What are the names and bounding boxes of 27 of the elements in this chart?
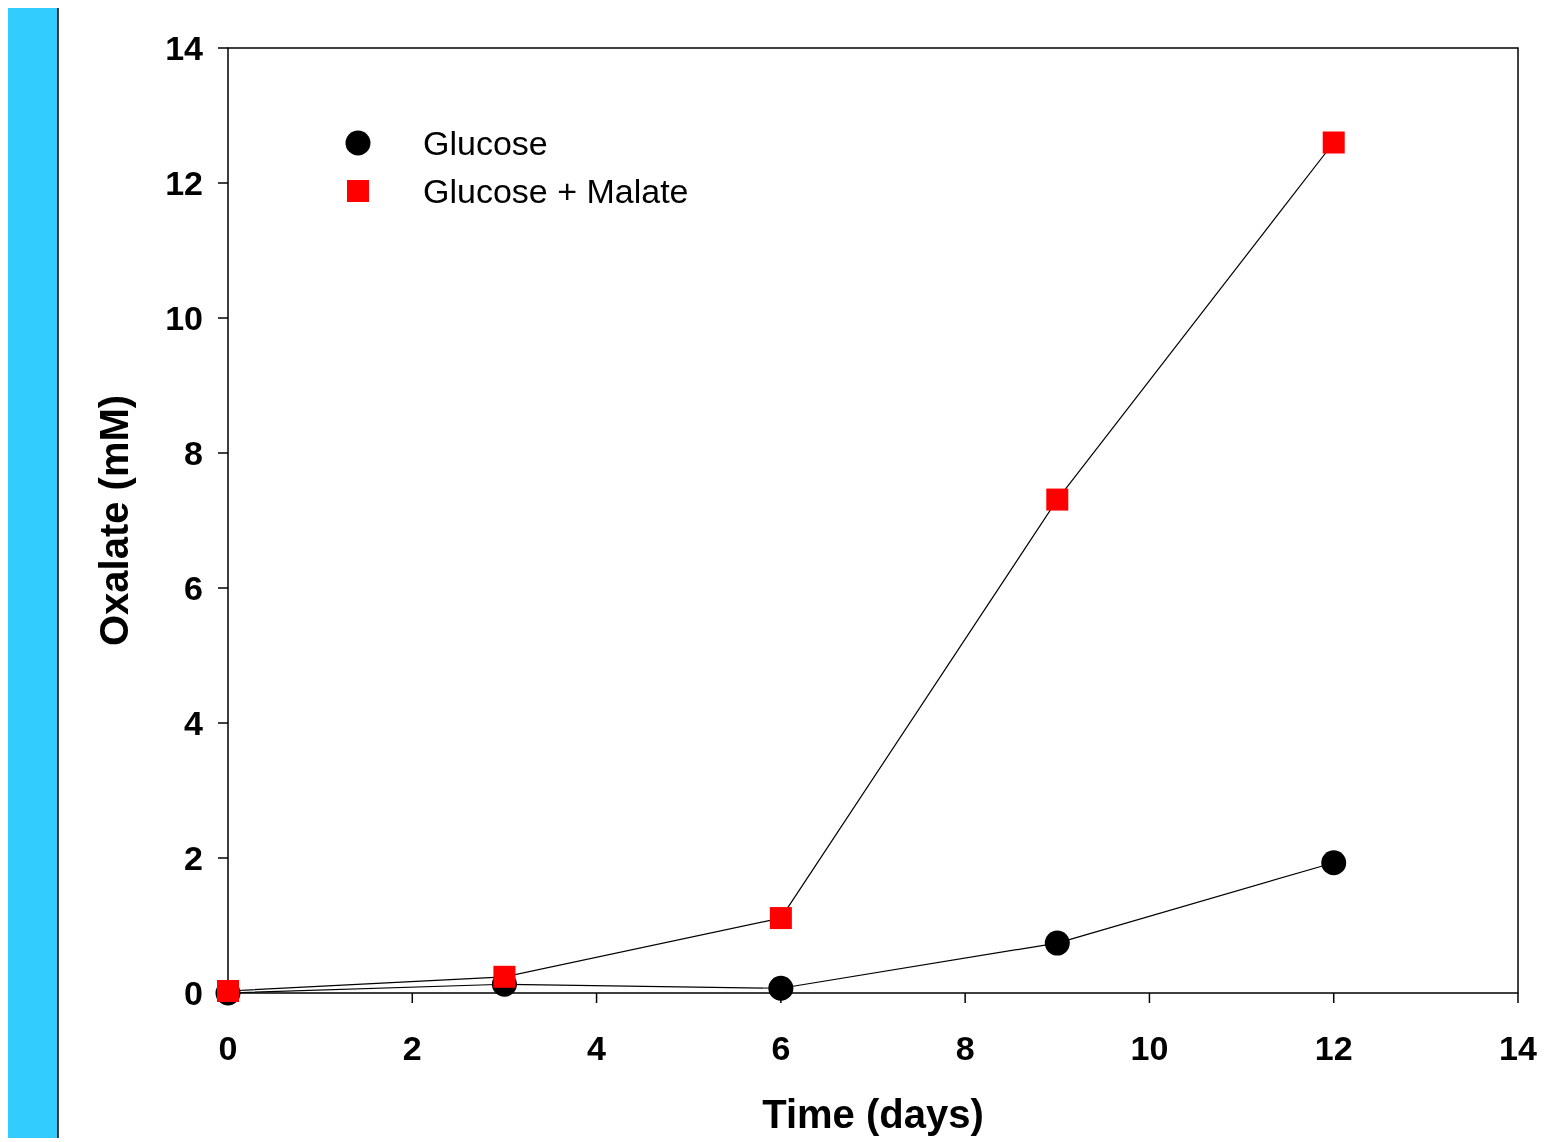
y-tick-label: 8 [184, 433, 203, 472]
x-tick-label: 0 [218, 1029, 238, 1067]
point [1322, 131, 1345, 154]
y-tick-label: 2 [184, 838, 203, 877]
x-tick-label: 12 [1314, 1029, 1353, 1067]
legend-label: Glucose [423, 123, 548, 162]
point [768, 975, 794, 1001]
x-tick-label: 14 [1499, 1029, 1537, 1067]
point [1046, 488, 1069, 511]
legend-label: Glucose + Malate [423, 171, 689, 210]
y-tick-label: 4 [184, 703, 204, 742]
x-tick-label: 6 [771, 1029, 791, 1067]
point [1044, 930, 1070, 956]
y-axis-title: Oxalate (mM) [92, 394, 136, 647]
y-tick-label: 10 [165, 298, 203, 337]
y-tick-label: 6 [184, 568, 203, 607]
x-axis-title: Time (days) [762, 1092, 984, 1136]
point [769, 907, 792, 930]
x-tick-label: 4 [587, 1029, 607, 1067]
y-tick-label: 14 [165, 28, 204, 67]
y-tick-label: 12 [165, 163, 203, 202]
y-tick-label: 0 [184, 973, 203, 1012]
point [493, 965, 516, 988]
x-tick-label: 2 [402, 1029, 422, 1067]
point [1321, 850, 1347, 876]
x-tick-label: 10 [1130, 1029, 1169, 1067]
x-tick-label: 8 [955, 1029, 975, 1067]
